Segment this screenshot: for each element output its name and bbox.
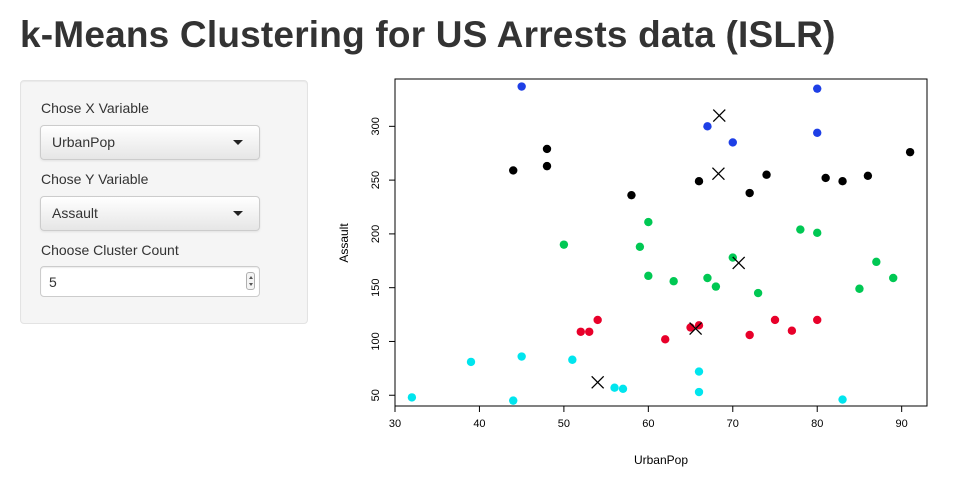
cluster-3-point bbox=[635, 242, 645, 252]
cluster-1-point bbox=[627, 190, 636, 200]
x-axis-title: UrbanPop bbox=[634, 453, 688, 467]
chevron-down-icon bbox=[233, 211, 243, 216]
spinner-icon[interactable] bbox=[246, 272, 255, 290]
cluster-3-point bbox=[644, 217, 653, 227]
y-tick-label: 100 bbox=[370, 332, 382, 350]
x-axis: 30 40 50 60 70 80 90 bbox=[389, 405, 908, 430]
cluster-1-point bbox=[863, 171, 873, 181]
cluster-2-point bbox=[813, 128, 822, 137]
cluster-1-point bbox=[745, 188, 754, 198]
y-axis: 50 100 150 200 250 300 bbox=[370, 117, 396, 401]
cluster-count-label: Choose Cluster Count bbox=[41, 242, 179, 258]
cluster-4-point bbox=[813, 315, 822, 325]
x-tick-label: 90 bbox=[896, 418, 908, 430]
cluster-3-point bbox=[855, 284, 864, 293]
x-tick-label: 60 bbox=[642, 418, 654, 430]
cluster-3-point bbox=[711, 282, 721, 291]
y-tick-label: 50 bbox=[370, 389, 382, 401]
cluster-points bbox=[407, 82, 915, 405]
decrement-arrow-icon[interactable] bbox=[248, 283, 253, 286]
cluster-3-point bbox=[644, 271, 653, 281]
x-tick-label: 50 bbox=[558, 418, 570, 430]
cluster-3-point bbox=[559, 240, 569, 249]
cluster-3-point bbox=[753, 288, 763, 298]
plot-frame bbox=[394, 78, 928, 407]
cluster-centers bbox=[591, 109, 746, 389]
cluster-2-point bbox=[813, 84, 822, 93]
y-variable-select[interactable]: Assault bbox=[40, 196, 260, 231]
cluster-center-marker bbox=[712, 109, 726, 123]
cluster-5-point bbox=[618, 384, 628, 393]
increment-arrow-icon[interactable] bbox=[248, 276, 253, 279]
y-tick-label: 300 bbox=[370, 117, 382, 135]
cluster-1-point bbox=[509, 166, 518, 175]
y-variable-label: Chose Y Variable bbox=[41, 171, 149, 187]
cluster-5-point bbox=[694, 387, 704, 397]
cluster-3-point bbox=[872, 257, 881, 267]
y-tick-label: 250 bbox=[370, 171, 382, 189]
cluster-1-point bbox=[542, 144, 552, 154]
sidebar-panel: Chose X Variable UrbanPop Chose Y Variab… bbox=[20, 80, 308, 324]
cluster-4-point bbox=[593, 315, 602, 325]
cluster-5-point bbox=[568, 355, 577, 364]
cluster-2-point bbox=[703, 122, 712, 131]
cluster-4-point bbox=[661, 335, 670, 344]
cluster-center-marker bbox=[711, 167, 725, 181]
cluster-1-point bbox=[838, 176, 847, 186]
cluster-count-value: 5 bbox=[49, 274, 57, 290]
cluster-4-point bbox=[576, 327, 585, 336]
cluster-1-point bbox=[821, 173, 830, 183]
y-tick-label: 200 bbox=[370, 225, 382, 243]
kmeans-scatter-plot: 30 40 50 60 70 80 90 50 100 150 200 250 300 UrbanPo… bbox=[337, 78, 928, 467]
cluster-4-point bbox=[585, 327, 594, 336]
cluster-count-input[interactable]: 5 bbox=[40, 266, 260, 297]
cluster-5-point bbox=[509, 396, 518, 405]
cluster-2-point bbox=[517, 82, 526, 91]
cluster-1-point bbox=[542, 161, 552, 171]
cluster-5-point bbox=[610, 383, 619, 392]
cluster-center-marker bbox=[732, 256, 746, 270]
cluster-3-point bbox=[669, 277, 678, 286]
cluster-1-point bbox=[694, 176, 704, 186]
x-tick-label: 70 bbox=[727, 418, 739, 430]
x-tick-label: 30 bbox=[389, 418, 401, 430]
cluster-center-marker bbox=[591, 375, 605, 389]
y-axis-title: Assault bbox=[337, 223, 351, 263]
cluster-center-marker bbox=[689, 322, 703, 336]
x-variable-label: Chose X Variable bbox=[41, 100, 149, 116]
cluster-4-point bbox=[787, 326, 797, 335]
cluster-5-point bbox=[694, 367, 704, 376]
y-variable-value: Assault bbox=[52, 205, 98, 221]
cluster-4-point bbox=[745, 330, 754, 340]
page-title: k-Means Clustering for US Arrests data (… bbox=[20, 14, 836, 55]
cluster-1-point bbox=[762, 170, 771, 179]
x-variable-value: UrbanPop bbox=[52, 134, 116, 150]
x-tick-label: 40 bbox=[473, 418, 485, 430]
cluster-3-point bbox=[796, 225, 805, 234]
cluster-2-point bbox=[728, 138, 737, 147]
y-tick-label: 150 bbox=[370, 278, 382, 296]
cluster-3-point bbox=[813, 228, 822, 238]
cluster-5-point bbox=[407, 393, 417, 402]
cluster-5-point bbox=[517, 352, 526, 361]
cluster-5-point bbox=[466, 357, 476, 367]
cluster-1-point bbox=[905, 147, 915, 157]
cluster-3-point bbox=[889, 273, 898, 283]
x-variable-select[interactable]: UrbanPop bbox=[40, 125, 260, 160]
cluster-3-point bbox=[703, 273, 712, 283]
cluster-4-point bbox=[770, 315, 780, 325]
chevron-down-icon bbox=[233, 140, 243, 145]
cluster-5-point bbox=[838, 395, 847, 404]
x-tick-label: 80 bbox=[811, 418, 823, 430]
